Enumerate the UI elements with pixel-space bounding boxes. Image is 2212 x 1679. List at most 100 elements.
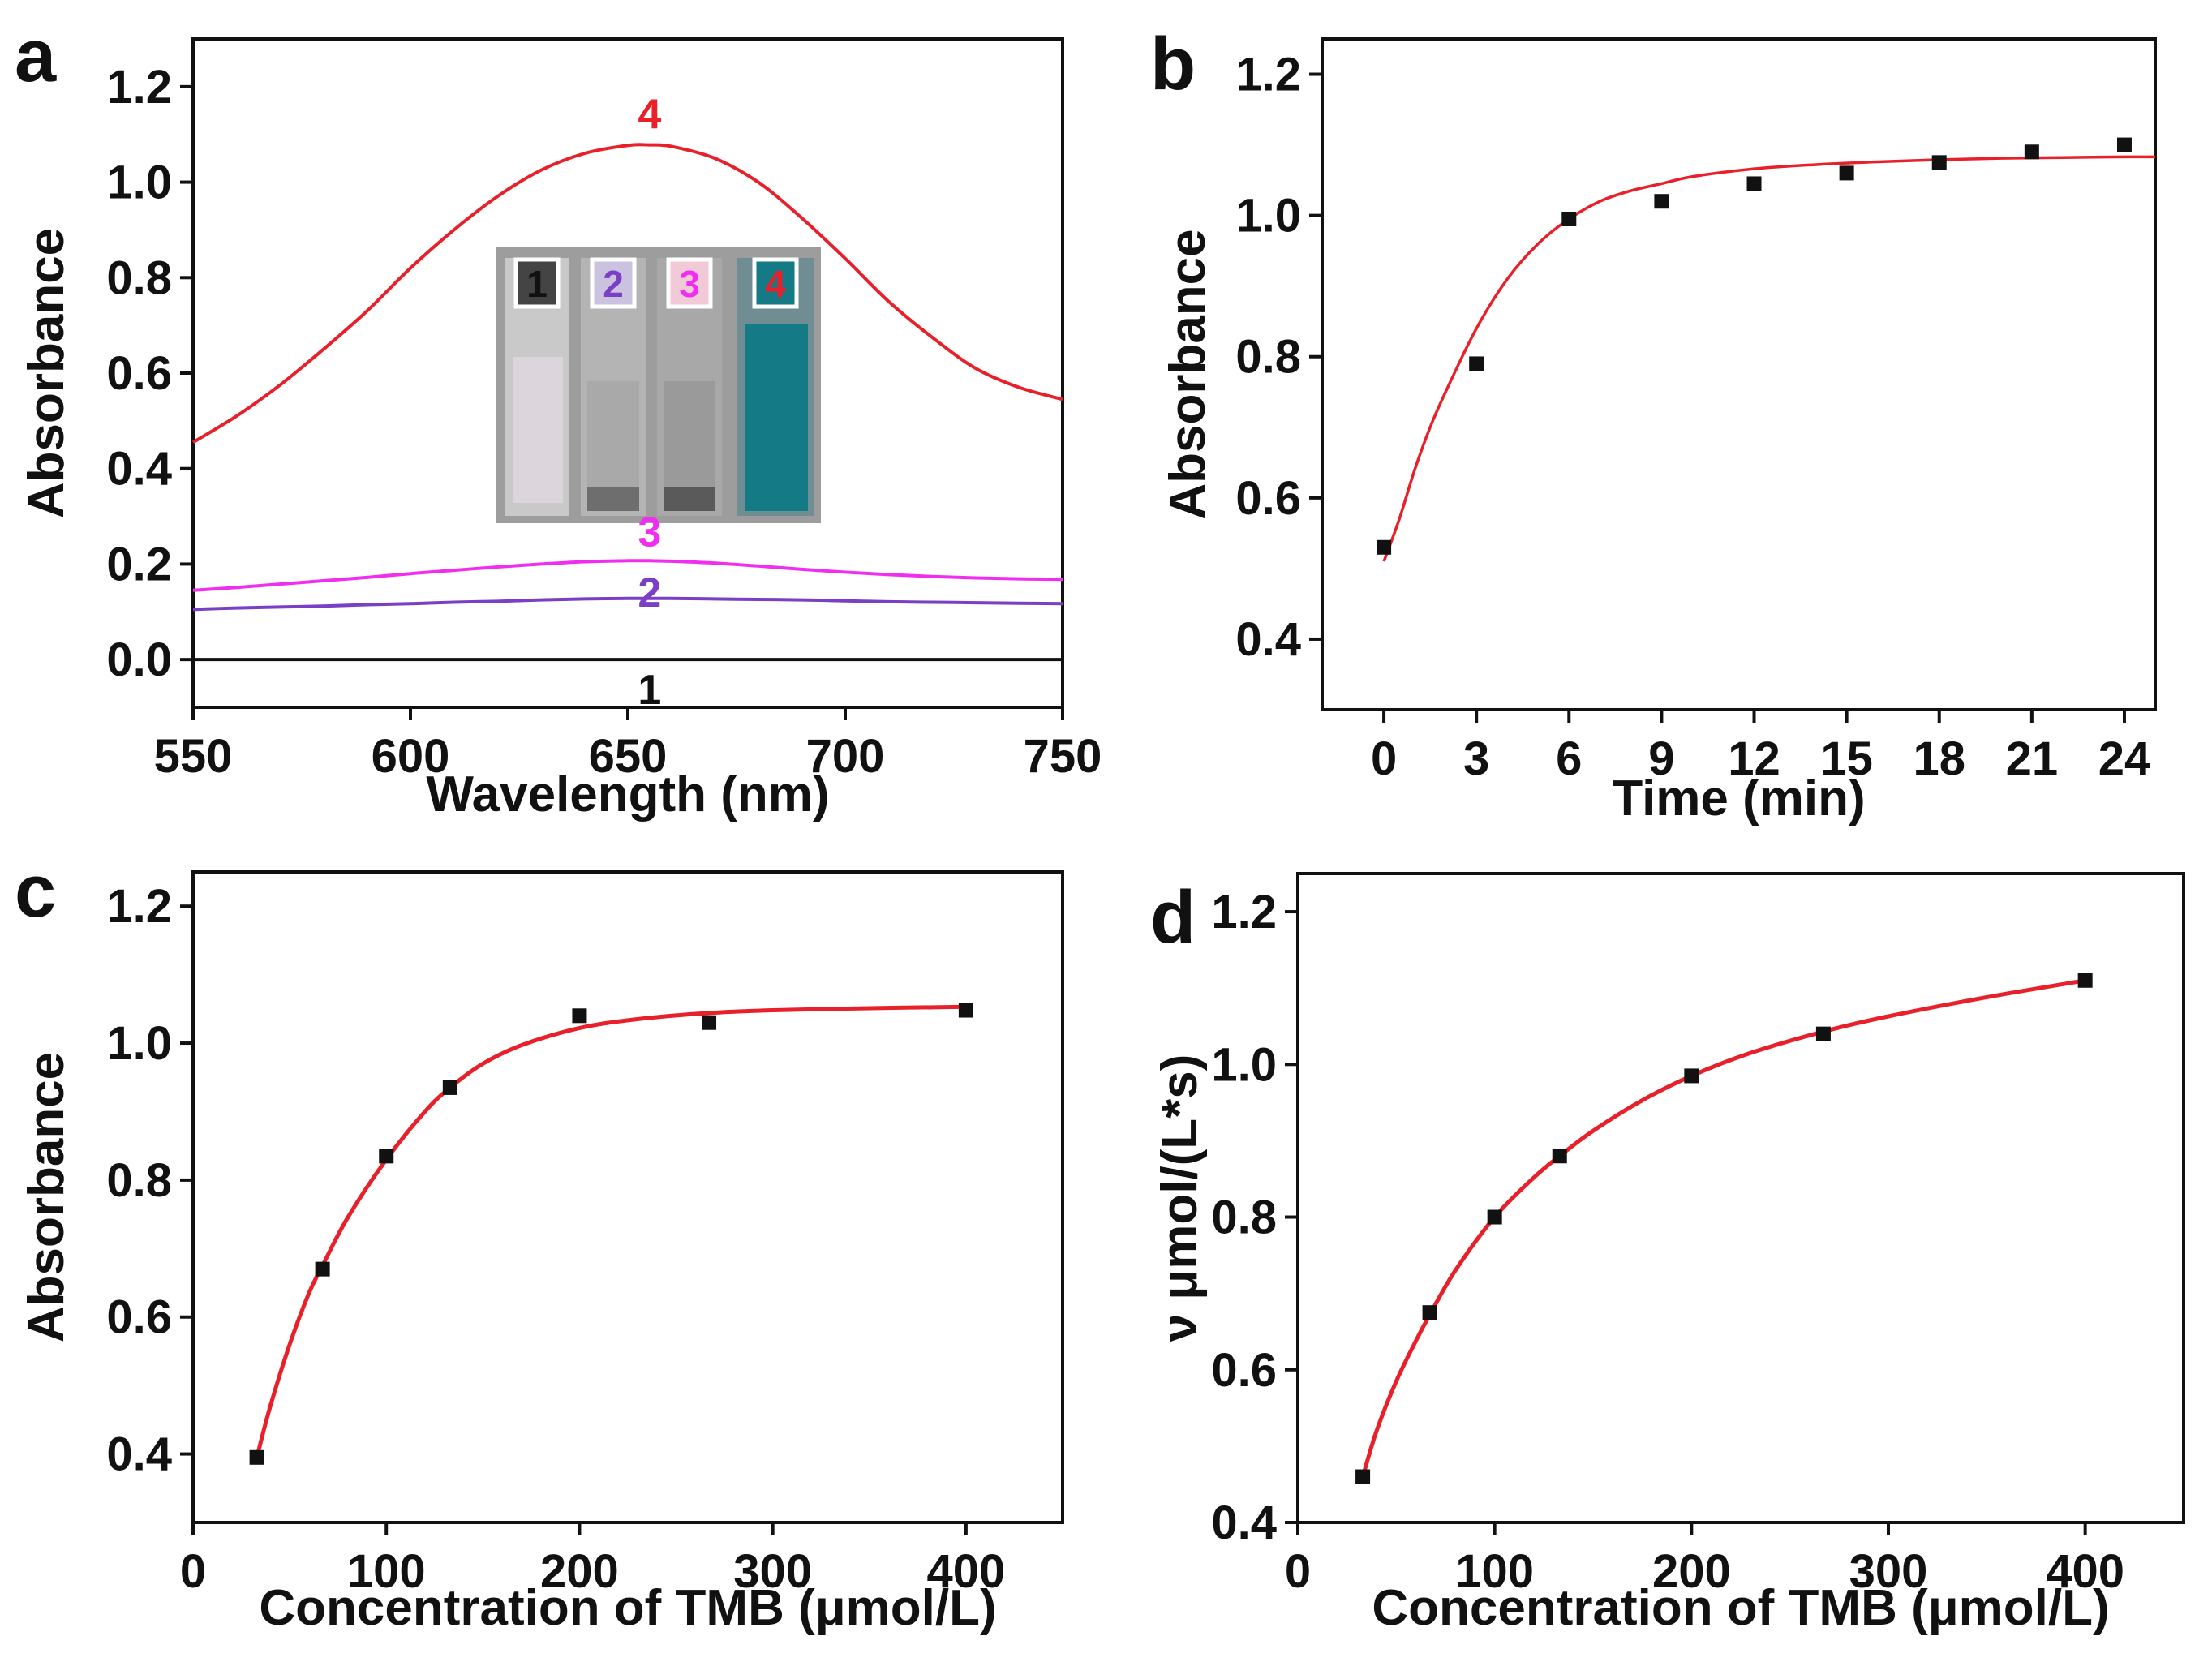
fit-curve [255,1004,966,1458]
y-tick-label: 0.6 [1235,472,1301,525]
cuvette-label-box-2 [590,257,637,309]
y-tick-label: 1.2 [1235,49,1301,101]
cuvette-2-sediment [587,487,639,511]
y-tick-label: 0.6 [106,1291,172,1344]
cuvette-4-liquid [745,324,808,511]
y-tick-label: 0.4 [1235,613,1301,666]
data-point [442,1080,457,1095]
data-point [315,1261,330,1277]
data-point [1422,1305,1437,1320]
y-tick-label: 0.8 [106,251,172,304]
data-point [1377,539,1392,555]
plot-frame [191,870,1064,1524]
panel-c-data [249,1003,973,1465]
curve-label-1: 1 [638,667,661,714]
x-tick-label: 12 [1728,732,1780,785]
panel-letter-b: b [1150,23,1196,105]
data-point [572,1008,587,1024]
cuvette-label-box-1 [513,257,561,309]
cuvette-3-sediment [664,487,715,511]
y-tick-label: 1.0 [1235,190,1301,243]
y-tick-label: 1.0 [1211,1038,1277,1091]
panel-a-data [191,143,1063,662]
data-point [1684,1068,1699,1084]
panel-a-axes: 550 600 650 700 750 0.0 0.2 0.4 0.6 0.8 1.0 1.2 Wave… [19,37,1102,822]
x-tick-label: 750 [1024,730,1102,783]
x-axis-title: Concentration of TMB (μmol/L) [259,1580,996,1636]
data-point [1487,1209,1502,1225]
x-tick-label: 600 [372,730,450,783]
data-point [702,1015,717,1030]
cuvette-label-box-4 [752,257,799,309]
x-tick-label: 200 [1652,1545,1731,1598]
cuvette-label-box-3 [666,257,713,309]
x-tick-label: 3 [1463,732,1489,785]
panel-b: b 0 3 6 9 12 15 18 21 24 0.4 0.6 0.8 1.0 1.2 Time (min… [1150,23,2157,827]
x-tick-label: 100 [347,1545,426,1598]
data-point [1815,1026,1831,1041]
y-axis-title: Absorbance [19,1052,75,1342]
fit-curve [1382,155,2156,562]
x-tick-label: 700 [806,730,885,783]
data-point [1654,194,1669,209]
x-tick-label: 0 [1285,1545,1311,1598]
y-tick-label: 0.4 [106,1428,172,1481]
x-tick-label: 300 [733,1545,812,1598]
spectrum-line-2 [192,596,1063,612]
cuvette-label-4: 4 [765,263,786,305]
data-point [1469,356,1484,371]
x-tick-label: 9 [1648,732,1674,785]
y-tick-label: 0.4 [106,443,172,496]
spectrum-line-4 [191,143,1063,444]
data-point [1552,1149,1567,1164]
x-tick-label: 550 [154,730,233,783]
panel-b-data [1377,137,2156,562]
x-tick-label: 400 [2046,1545,2124,1598]
plot-frame [1296,872,2185,1524]
x-tick-label: 100 [1455,1545,1534,1598]
fit-curve [1360,978,2086,1478]
panel-c-axes: 0 100 200 300 400 0.4 0.6 0.8 1.0 1.2 Concentratio… [19,870,1064,1636]
y-tick-label: 1.0 [106,157,172,209]
panel-a: a 550 600 650 700 750 0.0 0.2 0.4 0.6 0.8 1.0 1.2 Wa… [15,15,1102,822]
y-tick-label: 0.2 [106,538,172,590]
y-tick-label: 1.2 [106,880,172,933]
cuvette-2-liquid [587,381,639,503]
x-tick-label: 300 [1849,1545,1928,1598]
data-point [2077,973,2093,988]
x-axis-title: Wavelength (nm) [426,766,829,822]
plot-frame [1321,37,2157,711]
panel-letter-d: d [1150,876,1196,959]
data-point [379,1149,394,1164]
data-point [2024,144,2039,160]
cuvette-label-2: 2 [603,263,624,305]
x-tick-label: 15 [1820,732,1873,785]
panel-d-data [1355,973,2093,1484]
panel-a-curve-labels: 1 2 3 4 [638,92,661,714]
x-axis-title: Time (min) [1612,771,1865,827]
panel-c: c 0 100 200 300 400 0.4 0.6 0.8 1.0 1.2 Concentrat… [15,850,1064,1636]
cuvette-photo-inset: 1 2 3 4 [496,247,821,523]
cuvette-1-liquid [513,357,563,503]
x-tick-label: 400 [926,1545,1005,1598]
data-point [1839,165,1854,181]
spectrum-line-3 [192,559,1063,592]
x-tick-label: 0 [1371,732,1397,785]
x-tick-label: 21 [2006,732,2059,785]
data-point [958,1003,973,1018]
x-axis-title: Concentration of TMB (μmol/L) [1372,1580,2109,1636]
x-tick-label: 24 [2098,732,2151,785]
x-tick-label: 0 [180,1545,206,1598]
x-tick-label: 18 [1913,732,1965,785]
y-tick-label: 0.6 [1211,1344,1277,1397]
data-point [1561,211,1577,226]
y-tick-label: 0.8 [1211,1192,1277,1244]
panel-letter-c: c [15,850,56,933]
panel-b-axes: 0 3 6 9 12 15 18 21 24 0.4 0.6 0.8 1.0 1.2 Time (min) A… [1160,37,2157,827]
cuvette-label-3: 3 [679,263,700,305]
curve-label-4: 4 [638,92,661,139]
data-point [1355,1469,1371,1484]
panel-d-axes: 0 100 200 300 400 0.4 0.6 0.8 1.0 1.2 Concentratio… [1152,872,2185,1636]
x-tick-label: 200 [540,1545,619,1598]
